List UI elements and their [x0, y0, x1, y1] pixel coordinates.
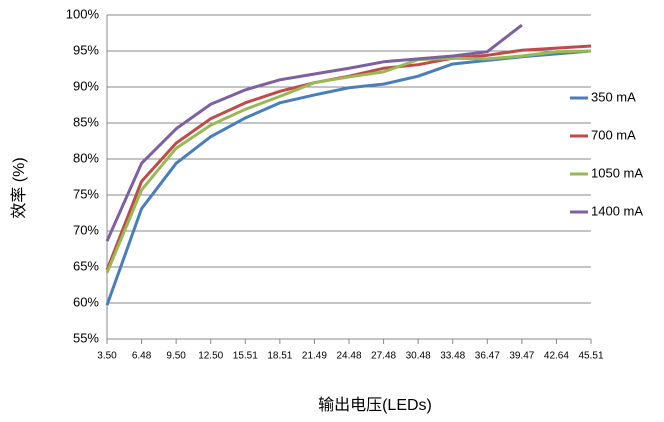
x-tick-label: 36.47 [475, 351, 500, 362]
y-tick-label: 90% [73, 78, 99, 93]
x-tick-label: 18.51 [267, 351, 292, 362]
legend-label: 700 mA [591, 127, 636, 142]
y-tick-label: 70% [73, 222, 99, 237]
y-tick-label: 75% [73, 186, 99, 201]
y-tick-label: 60% [73, 294, 99, 309]
x-tick-label: 33.48 [440, 351, 465, 362]
x-tick-label: 24.48 [336, 351, 361, 362]
x-tick-label: 42.64 [544, 351, 569, 362]
x-tick-label: 39.47 [509, 351, 534, 362]
x-tick-label: 21.49 [302, 351, 327, 362]
y-tick-label: 95% [73, 42, 99, 57]
y-tick-label: 80% [73, 150, 99, 165]
legend-label: 1400 mA [591, 203, 643, 218]
legend-label: 1050 mA [591, 165, 643, 180]
x-axis-title: 输出电压(LEDs) [318, 396, 432, 414]
y-axis-title: 效率 (%) [10, 157, 28, 218]
x-tick-label: 3.50 [97, 351, 117, 362]
x-tick-label: 6.48 [132, 351, 152, 362]
x-tick-label: 30.48 [406, 351, 431, 362]
series-line [105, 44, 592, 271]
y-tick-label: 85% [73, 114, 99, 129]
y-tick-label: 65% [73, 258, 99, 273]
y-tick-label: 55% [73, 330, 99, 345]
series-line [105, 23, 523, 242]
legend-label: 350 mA [591, 89, 636, 104]
x-tick-label: 15.51 [233, 351, 258, 362]
x-tick-label: 12.50 [198, 351, 223, 362]
x-tick-label: 27.48 [371, 351, 396, 362]
x-tick-label: 9.50 [166, 351, 186, 362]
series-line [105, 49, 592, 274]
y-tick-label: 100% [66, 6, 100, 21]
x-tick-label: 45.51 [578, 351, 603, 362]
